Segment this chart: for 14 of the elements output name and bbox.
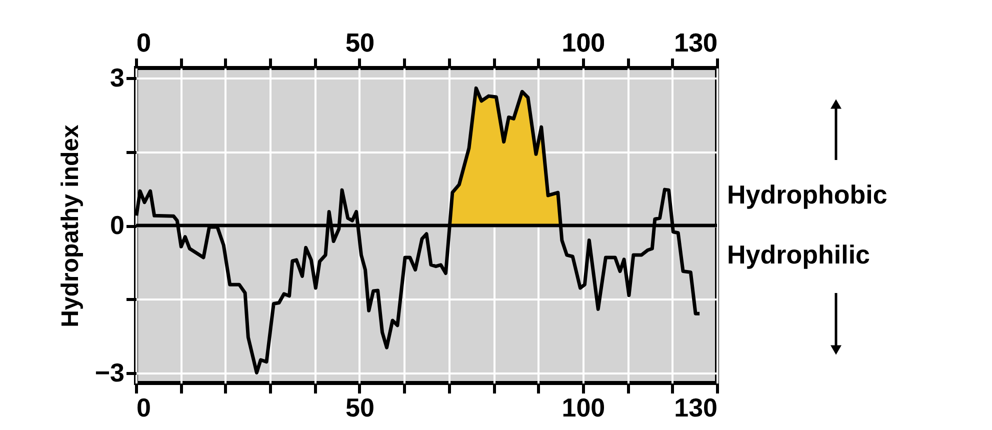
x-tick-label: 0 (136, 392, 151, 422)
x-tick-label: 100 (562, 392, 606, 422)
x-tick-label: 130 (674, 392, 718, 422)
y-axis-title: Hydropathy index (56, 124, 84, 328)
y-tick-label: −3 (94, 358, 124, 388)
y-tick-label: 3 (110, 62, 124, 92)
text: Hydrophobic (727, 180, 888, 210)
x2-tick-label: 100 (562, 28, 606, 58)
x2-tick-label: 50 (346, 28, 374, 58)
text: Hydrophilic (727, 240, 870, 270)
x2-tick-label: 0 (136, 28, 151, 58)
x-tick-label: 50 (346, 392, 374, 422)
x2-tick-label: 130 (674, 28, 718, 58)
y-tick-label: 0 (110, 210, 124, 240)
